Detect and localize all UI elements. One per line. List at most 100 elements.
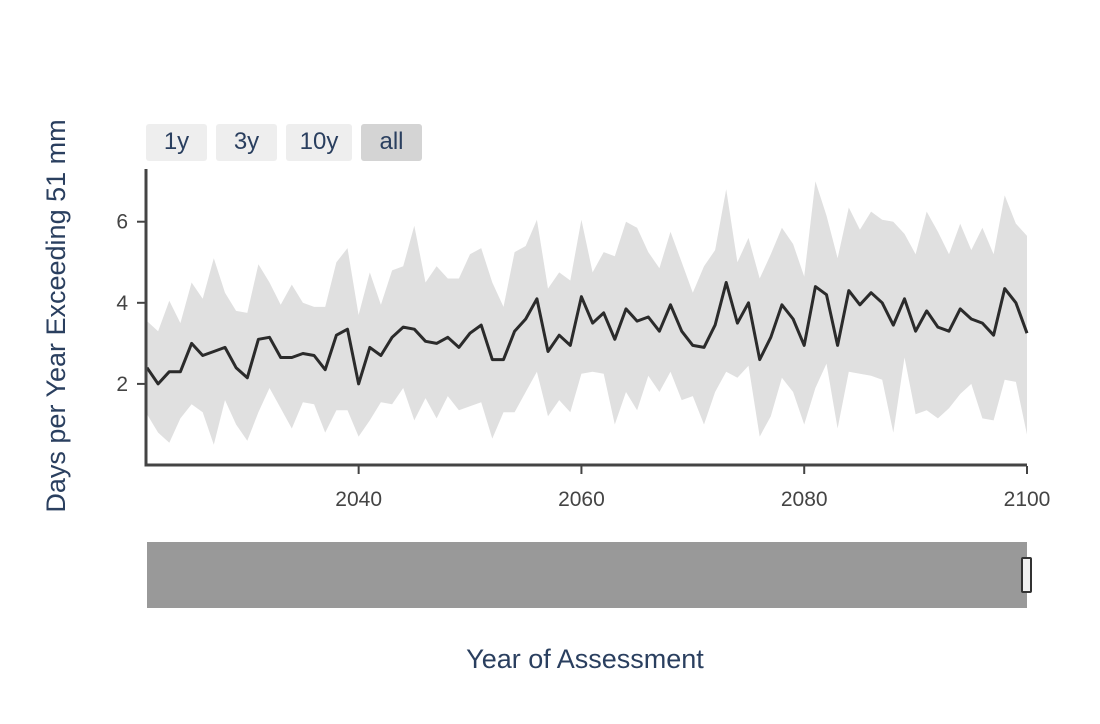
data-point[interactable] xyxy=(845,287,853,295)
data-point[interactable] xyxy=(522,315,530,323)
data-point[interactable] xyxy=(622,305,630,313)
data-point[interactable] xyxy=(633,317,641,325)
data-point[interactable] xyxy=(644,313,652,321)
range-button-10y[interactable]: 10y xyxy=(286,124,352,161)
data-point[interactable] xyxy=(745,299,753,307)
data-point[interactable] xyxy=(433,339,441,347)
range-selector: 1y 3y 10y all xyxy=(146,124,422,161)
data-point[interactable] xyxy=(611,335,619,343)
data-point[interactable] xyxy=(176,368,184,376)
data-point[interactable] xyxy=(778,301,786,309)
data-point[interactable] xyxy=(923,307,931,315)
data-point[interactable] xyxy=(165,368,173,376)
data-point[interactable] xyxy=(856,301,864,309)
data-point[interactable] xyxy=(823,291,831,299)
data-point[interactable] xyxy=(978,319,986,327)
x-tick-label: 2060 xyxy=(558,488,605,511)
data-point[interactable] xyxy=(299,350,307,358)
range-button-all[interactable]: all xyxy=(361,124,422,161)
data-point[interactable] xyxy=(577,293,585,301)
data-point[interactable] xyxy=(544,348,552,356)
data-point[interactable] xyxy=(188,339,196,347)
data-point[interactable] xyxy=(566,341,574,349)
data-point[interactable] xyxy=(455,343,463,351)
data-point[interactable] xyxy=(243,374,251,382)
range-slider[interactable] xyxy=(147,542,1032,608)
data-point[interactable] xyxy=(310,352,318,360)
data-point[interactable] xyxy=(332,331,340,339)
data-point[interactable] xyxy=(655,327,663,335)
data-point[interactable] xyxy=(678,327,686,335)
data-point[interactable] xyxy=(1001,285,1009,293)
data-point[interactable] xyxy=(867,289,875,297)
data-point[interactable] xyxy=(533,295,541,303)
data-point[interactable] xyxy=(277,354,285,362)
x-tick-label: 2100 xyxy=(1004,488,1051,511)
data-point[interactable] xyxy=(288,354,296,362)
data-point[interactable] xyxy=(733,319,741,327)
data-point[interactable] xyxy=(756,356,764,364)
x-tick-label: 2080 xyxy=(781,488,828,511)
data-point[interactable] xyxy=(377,352,385,360)
range-slider-handle[interactable] xyxy=(1021,557,1032,593)
range-button-10y-label: 10y xyxy=(300,128,339,155)
data-point[interactable] xyxy=(422,337,430,345)
data-point[interactable] xyxy=(399,323,407,331)
data-point[interactable] xyxy=(811,283,819,291)
data-point[interactable] xyxy=(210,348,218,356)
data-point[interactable] xyxy=(388,333,396,341)
data-point[interactable] xyxy=(1023,329,1031,337)
data-point[interactable] xyxy=(221,343,229,351)
data-point[interactable] xyxy=(254,335,262,343)
data-point[interactable] xyxy=(444,333,452,341)
data-point[interactable] xyxy=(589,319,597,327)
range-button-3y[interactable]: 3y xyxy=(216,124,277,161)
data-point[interactable] xyxy=(199,352,207,360)
data-point[interactable] xyxy=(956,305,964,313)
data-point[interactable] xyxy=(945,327,953,335)
y-axis-title: Days per Year Exceeding 51 mm xyxy=(41,119,71,512)
data-point[interactable] xyxy=(488,356,496,364)
data-point[interactable] xyxy=(967,315,975,323)
data-point[interactable] xyxy=(722,279,730,287)
data-point[interactable] xyxy=(800,341,808,349)
data-point[interactable] xyxy=(500,356,508,364)
data-point[interactable] xyxy=(711,321,719,329)
data-point[interactable] xyxy=(912,327,920,335)
plot-area xyxy=(145,181,1031,445)
data-point[interactable] xyxy=(767,333,775,341)
data-point[interactable] xyxy=(689,341,697,349)
x-tick-label: 2040 xyxy=(335,488,382,511)
data-point[interactable] xyxy=(511,327,519,335)
range-button-1y[interactable]: 1y xyxy=(146,124,207,161)
data-point[interactable] xyxy=(466,329,474,337)
data-point[interactable] xyxy=(266,333,274,341)
data-point[interactable] xyxy=(232,364,240,372)
data-point[interactable] xyxy=(834,341,842,349)
x-axis-title: Year of Assessment xyxy=(466,644,704,674)
data-point[interactable] xyxy=(901,295,909,303)
data-point[interactable] xyxy=(700,343,708,351)
range-slider-track[interactable] xyxy=(147,542,1027,608)
range-button-3y-label: 3y xyxy=(234,128,259,155)
data-point[interactable] xyxy=(410,325,418,333)
data-point[interactable] xyxy=(600,309,608,317)
data-point[interactable] xyxy=(789,315,797,323)
data-point[interactable] xyxy=(477,321,485,329)
data-point[interactable] xyxy=(934,323,942,331)
data-point[interactable] xyxy=(990,331,998,339)
range-button-all-label: all xyxy=(379,128,403,155)
data-point[interactable] xyxy=(344,325,352,333)
data-point[interactable] xyxy=(555,331,563,339)
data-point[interactable] xyxy=(878,299,886,307)
data-point[interactable] xyxy=(889,321,897,329)
y-tick-label: 6 xyxy=(116,211,128,234)
data-point[interactable] xyxy=(366,343,374,351)
data-point[interactable] xyxy=(667,301,675,309)
data-point[interactable] xyxy=(154,380,162,388)
data-point[interactable] xyxy=(355,380,363,388)
data-point[interactable] xyxy=(1012,299,1020,307)
data-point[interactable] xyxy=(321,366,329,374)
range-button-1y-label: 1y xyxy=(164,128,189,155)
